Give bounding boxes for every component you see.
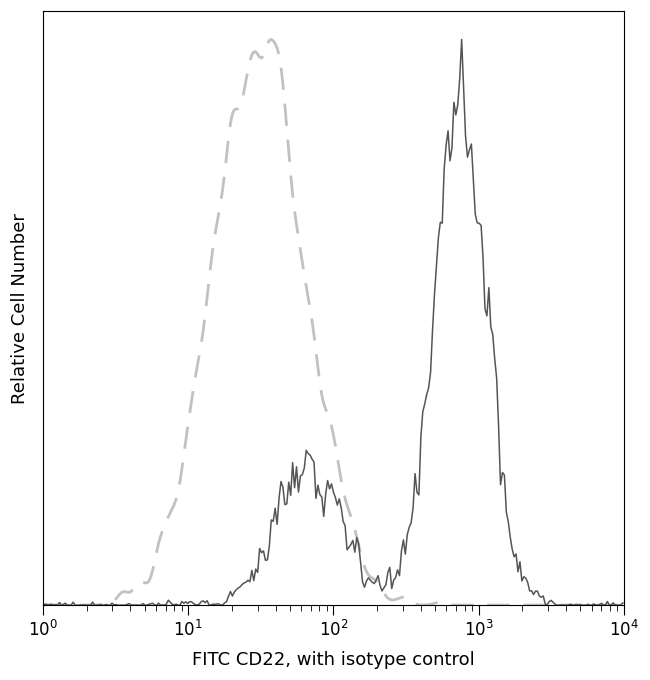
Y-axis label: Relative Cell Number: Relative Cell Number (11, 213, 29, 403)
X-axis label: FITC CD22, with isotype control: FITC CD22, with isotype control (192, 651, 474, 669)
